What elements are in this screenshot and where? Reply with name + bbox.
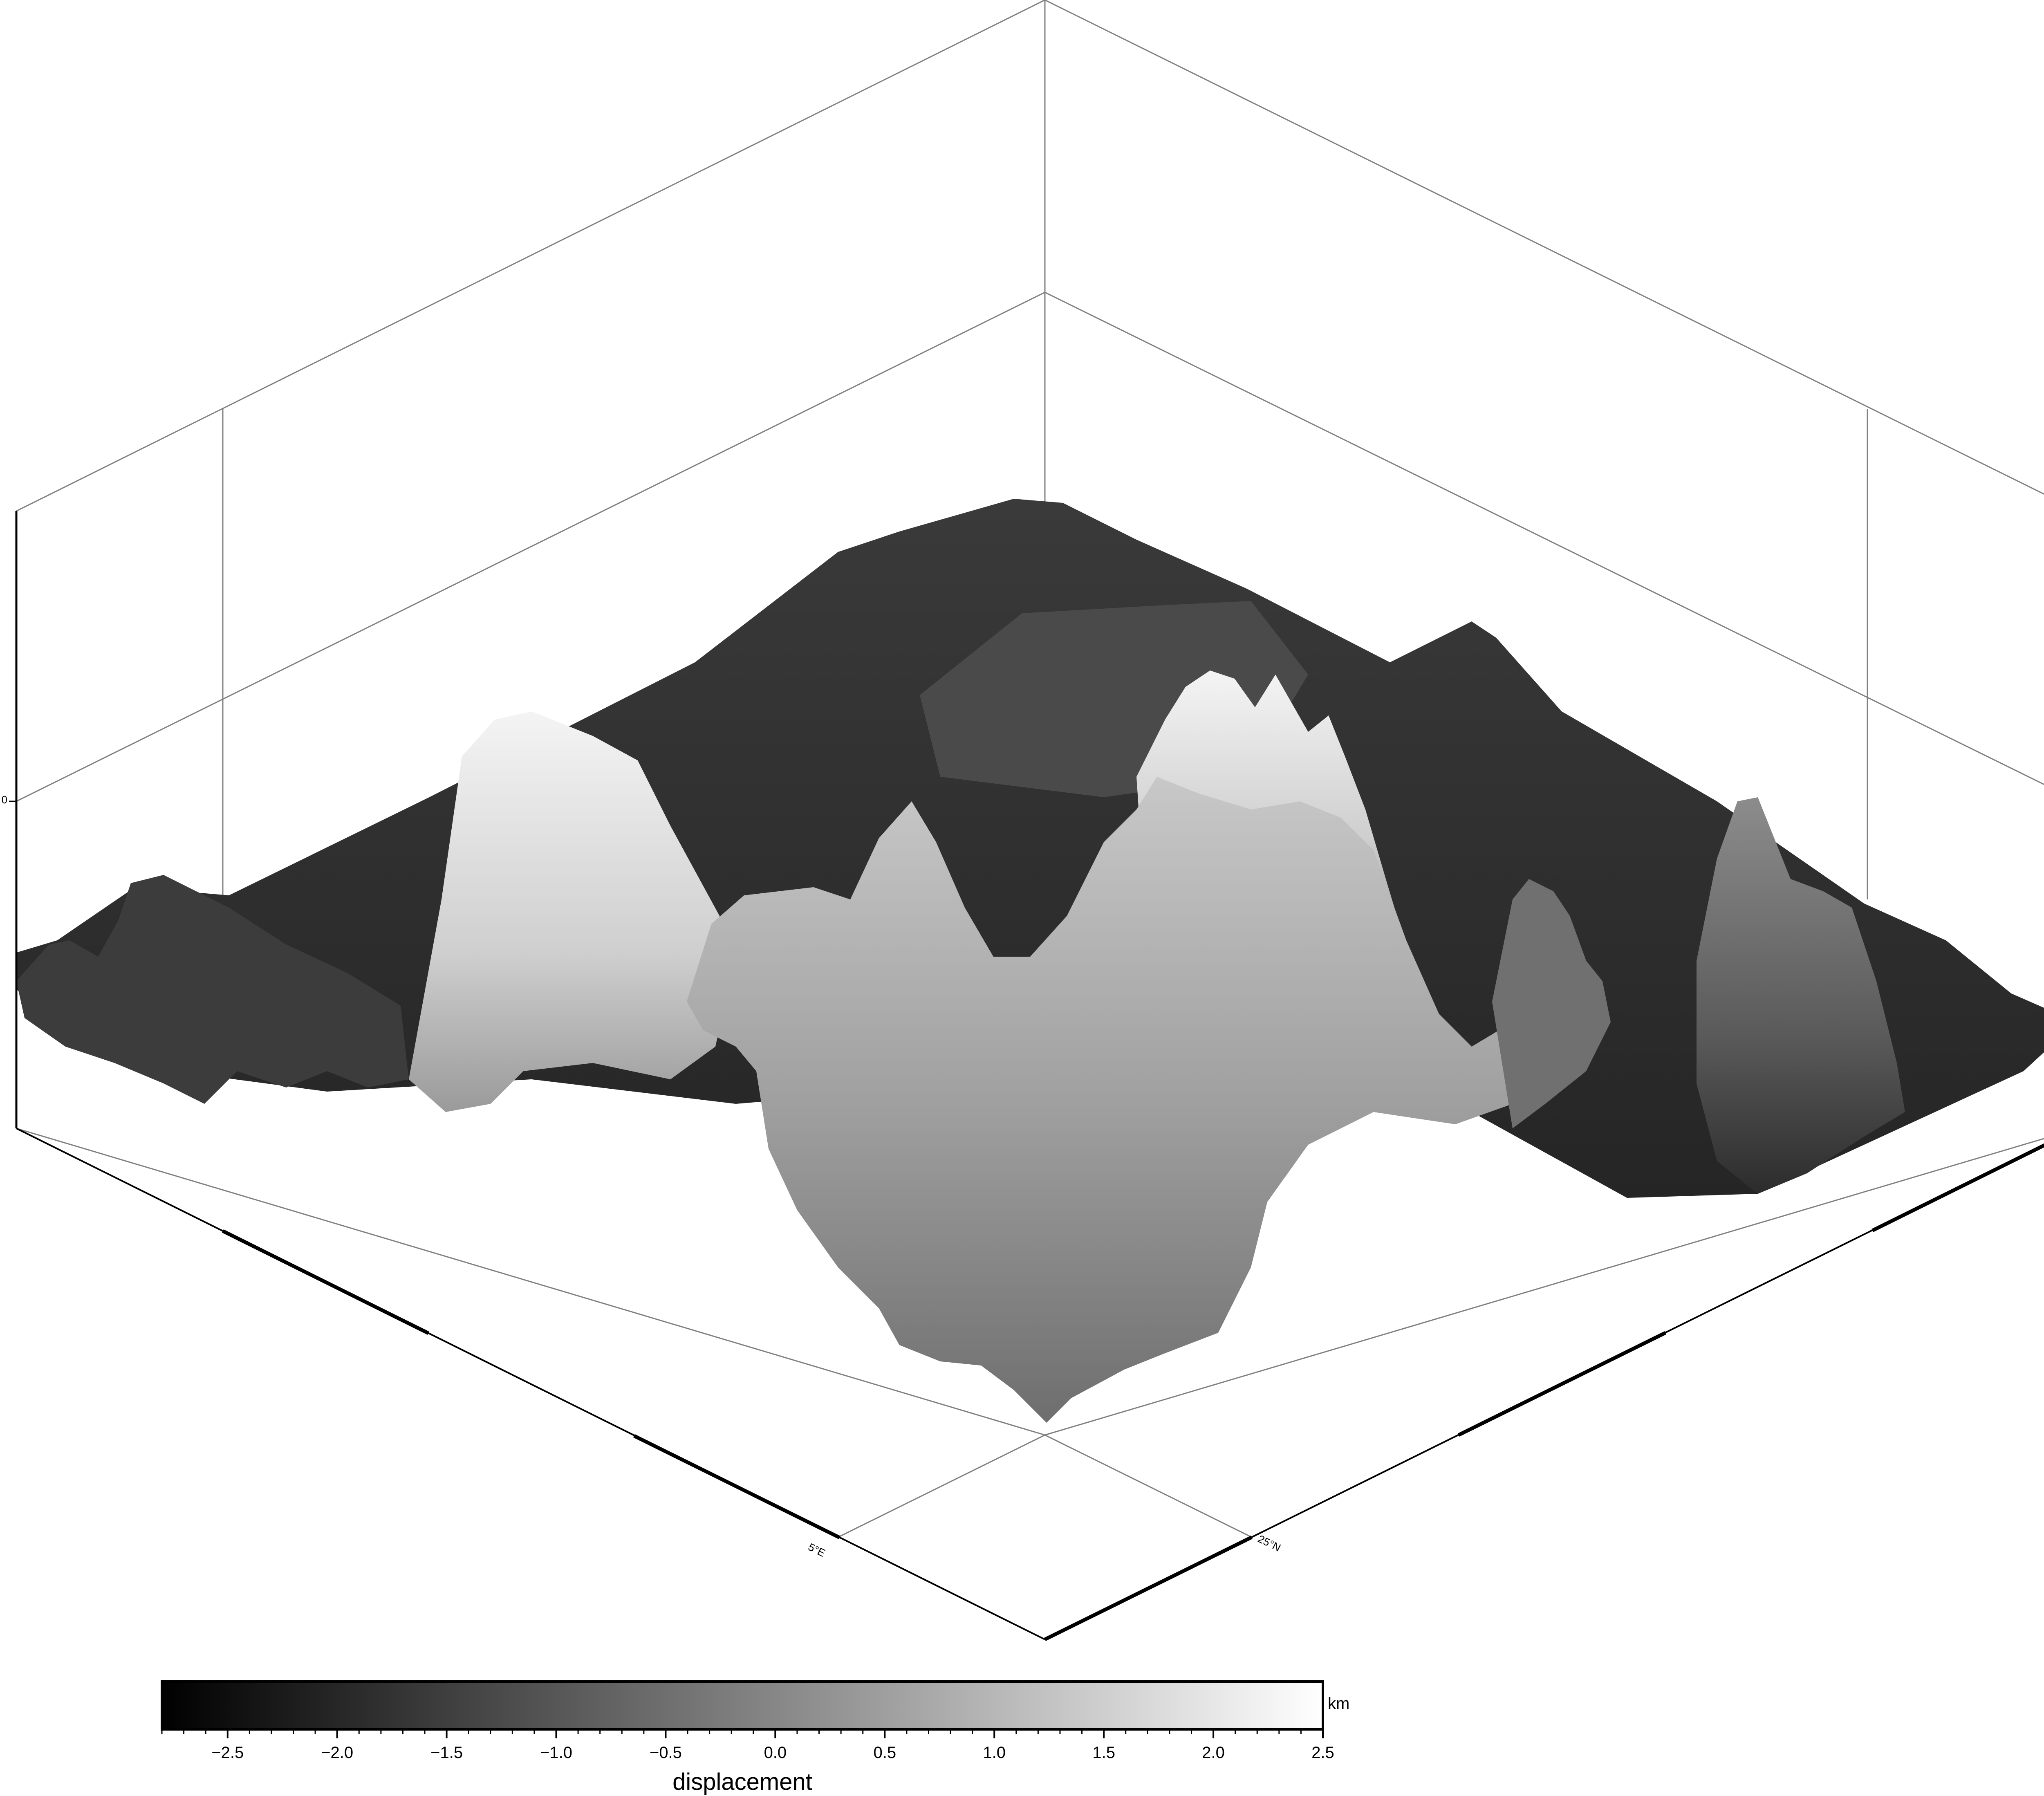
colorbar-tick-label: 1.0 bbox=[983, 1744, 1006, 1762]
colorbar-tick-label: −1.0 bbox=[540, 1744, 572, 1762]
y-axis-segment-2 bbox=[1458, 1331, 1666, 1437]
floor-back-right bbox=[1044, 1138, 2044, 1436]
colorbar: km −2.5 −2.0 −1.5 −1.0 −0.5 0.0 0.5 1.0 1.5 2.0 2.… bbox=[161, 1680, 1349, 1795]
colorbar-tick-label: −0.5 bbox=[650, 1744, 682, 1762]
y-axis: 25°N bbox=[1044, 1143, 2044, 1641]
z-axis: 0 bbox=[2, 511, 18, 1128]
colorbar-tick-label: 0.5 bbox=[873, 1744, 896, 1762]
x-axis-segment-2 bbox=[633, 1434, 840, 1540]
surface-center-main bbox=[687, 777, 1537, 1423]
x-axis-segment-1 bbox=[222, 1229, 430, 1335]
floor-back-left bbox=[16, 1128, 1045, 1436]
floor-inner-right bbox=[1044, 1434, 1252, 1538]
back-top-edge bbox=[16, 0, 2044, 512]
surface bbox=[16, 499, 2044, 1423]
colorbar-tick-label: 0.0 bbox=[764, 1744, 787, 1762]
surface-right-small-peak bbox=[1492, 879, 1611, 1128]
colorbar-unit: km bbox=[1328, 1695, 1349, 1713]
y-axis-tick-label: 25°N bbox=[1256, 1532, 1282, 1554]
y-axis-segment-3 bbox=[1871, 1143, 2044, 1233]
floor-inner-left bbox=[838, 1434, 1045, 1538]
colorbar-tick-label: −2.0 bbox=[321, 1744, 353, 1762]
surface-left-rear-hill bbox=[16, 875, 409, 1104]
colorbar-gradient bbox=[161, 1680, 1324, 1731]
surface-right-peak bbox=[1697, 797, 1905, 1194]
colorbar-label: displacement bbox=[672, 1769, 812, 1795]
colorbar-tick-label: −1.5 bbox=[430, 1744, 463, 1762]
x-axis-tick-label: 5°E bbox=[806, 1540, 827, 1559]
colorbar-tick-label: 2.0 bbox=[1202, 1744, 1225, 1762]
x-axis: 5°E bbox=[16, 1128, 1045, 1640]
surface-left-bright-peak bbox=[409, 711, 732, 1112]
colorbar-tick-label: 1.5 bbox=[1092, 1744, 1115, 1762]
colorbar-ticks: −2.5 −2.0 −1.5 −1.0 −0.5 0.0 0.5 1.0 1.5 2.0 2.5 bbox=[161, 1729, 1334, 1762]
colorbar-tick-label: −2.5 bbox=[211, 1744, 244, 1762]
x-axis-line bbox=[16, 1128, 1045, 1640]
y-axis-segment-1 bbox=[1044, 1535, 1253, 1641]
colorbar-tick-label: 2.5 bbox=[1311, 1744, 1334, 1762]
z-axis-tick-label: 0 bbox=[2, 794, 7, 806]
